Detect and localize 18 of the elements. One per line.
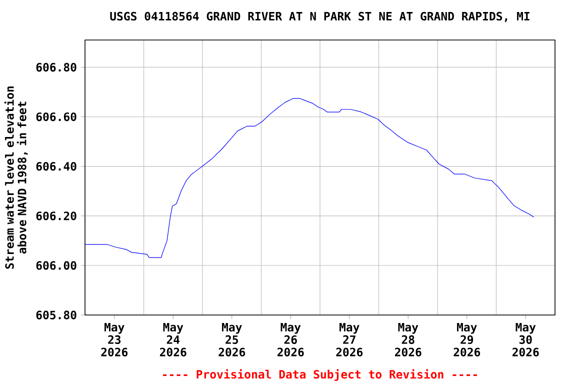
y-tick-label: 606.60 (36, 112, 76, 122)
x-tick-label: May 29 2026 (454, 323, 480, 356)
y-tick-label: 606.20 (36, 212, 76, 220)
x-tick-label: May 27 2026 (336, 323, 363, 356)
x-tick-label: May 26 2026 (277, 323, 304, 356)
x-tick-label: May 28 2026 (394, 323, 422, 356)
y-tick-label: 605.80 (36, 310, 76, 320)
line-series (85, 98, 534, 258)
x-tick-label: May 30 2026 (512, 323, 539, 356)
x-tick-label: May 23 2026 (101, 323, 128, 356)
text: ---- Provisional Data Subject to Revision ---- (163, 369, 477, 381)
y-tick-label: 606.40 (36, 162, 76, 171)
y-tick-label: 606.00 (36, 261, 76, 270)
x-tick-label: May 24 2026 (160, 323, 186, 356)
y-tick-label: 606.80 (36, 62, 76, 72)
y-axis-title: Stream water level elevation above NAVD 1988, in feet (4, 86, 28, 269)
chart-title: USGS 04118564 GRAND RIVER AT N PARK ST NE AT GRAND RAPIDS, MI (110, 12, 530, 22)
x-tick-label: May 25 2026 (218, 323, 246, 356)
